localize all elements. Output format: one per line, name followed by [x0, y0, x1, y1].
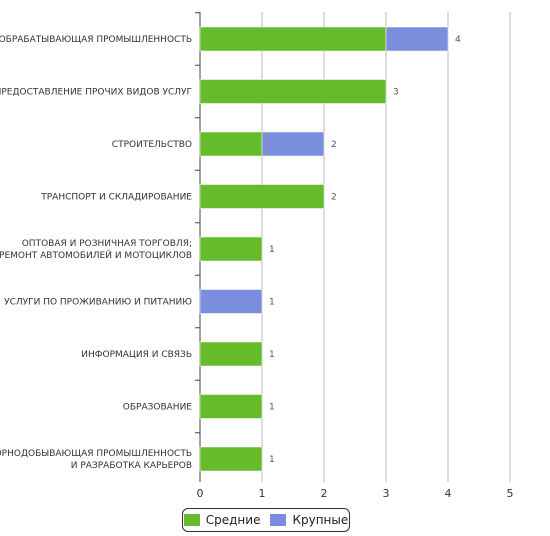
data-label-6: 1 — [269, 350, 275, 360]
bar-0-series-1[interactable] — [385, 26, 449, 52]
category-label-6-0: ИНФОРМАЦИЯ И СВЯЗЬ — [81, 350, 192, 360]
category-label-8-0: ГОРНОДОБЫВАЮЩАЯ ПРОМЫШЛЕННОСТЬ — [0, 449, 192, 459]
category-label-1-0: ПРЕДОСТАВЛЕНИЕ ПРОЧИХ ВИДОВ УСЛУГ — [0, 88, 192, 98]
chart-bars — [199, 26, 449, 472]
chart-labels: 0 1 2 3 4 5 4 ОБРАБАТЫВАЮЩАЯ ПРОМЫШЛЕННОСТЬ 3 ПРЕ… — [0, 35, 514, 500]
data-label-3: 2 — [331, 193, 337, 203]
bar-5-series-1[interactable] — [199, 289, 263, 314]
category-label-4-0: ОПТОВАЯ И РОЗНИЧНАЯ ТОРГОВЛЯ; — [22, 239, 192, 249]
data-label-5: 1 — [269, 298, 275, 308]
legend-item-0[interactable]: Средние — [183, 513, 261, 527]
category-label-7-0: ОБРАЗОВАНИЕ — [123, 403, 193, 413]
bar-2-series-1[interactable] — [261, 131, 325, 157]
legend-item-1[interactable]: Крупные — [270, 513, 348, 527]
legend-swatch-0 — [183, 514, 200, 526]
bar-1-series-0[interactable] — [199, 79, 387, 104]
bar-2-series-0[interactable] — [199, 131, 263, 157]
bar-7-series-0[interactable] — [199, 394, 263, 419]
bar-chart: 0 1 2 3 4 5 4 ОБРАБАТЫВАЮЩАЯ ПРОМЫШЛЕННОСТЬ 3 ПРЕ… — [0, 12, 514, 500]
bar-3-series-0[interactable] — [199, 184, 325, 209]
data-label-1: 3 — [393, 88, 399, 98]
bar-0-series-0[interactable] — [199, 26, 387, 52]
category-label-8-1: И РАЗРАБОТКА КАРЬЕРОВ — [71, 461, 192, 471]
category-label-2-0: СТРОИТЕЛЬСТВО — [112, 140, 192, 150]
category-label-3-0: ТРАНСПОРТ И СКЛАДИРОВАНИЕ — [40, 193, 192, 203]
bar-6-series-0[interactable] — [199, 341, 263, 367]
category-label-4-1: РЕМОНТ АВТОМОБИЛЕЙ И МОТОЦИКЛОВ — [0, 249, 192, 261]
x-tick-label-2: 2 — [321, 487, 328, 500]
data-label-4: 1 — [269, 245, 275, 255]
x-tick-label-1: 1 — [259, 487, 266, 500]
bar-4-series-0[interactable] — [199, 236, 263, 262]
x-tick-label-5: 5 — [507, 487, 514, 500]
data-label-2: 2 — [331, 140, 337, 150]
category-label-5-0: УСЛУГИ ПО ПРОЖИВАНИЮ И ПИТАНИЮ — [4, 298, 192, 308]
data-label-7: 1 — [269, 403, 275, 413]
legend-label-1: Крупные — [292, 513, 349, 527]
legend-label-0: Средние — [205, 513, 261, 527]
data-label-0: 4 — [455, 35, 461, 45]
x-tick-label-3: 3 — [383, 487, 390, 500]
x-tick-label-0: 0 — [197, 487, 204, 500]
data-label-8: 1 — [269, 455, 275, 465]
x-tick-label-4: 4 — [445, 487, 452, 500]
legend-swatch-1 — [270, 514, 287, 526]
category-label-0-0: ОБРАБАТЫВАЮЩАЯ ПРОМЫШЛЕННОСТЬ — [0, 35, 192, 45]
bar-8-series-0[interactable] — [199, 446, 263, 472]
legend: Средние Крупные — [182, 508, 350, 532]
